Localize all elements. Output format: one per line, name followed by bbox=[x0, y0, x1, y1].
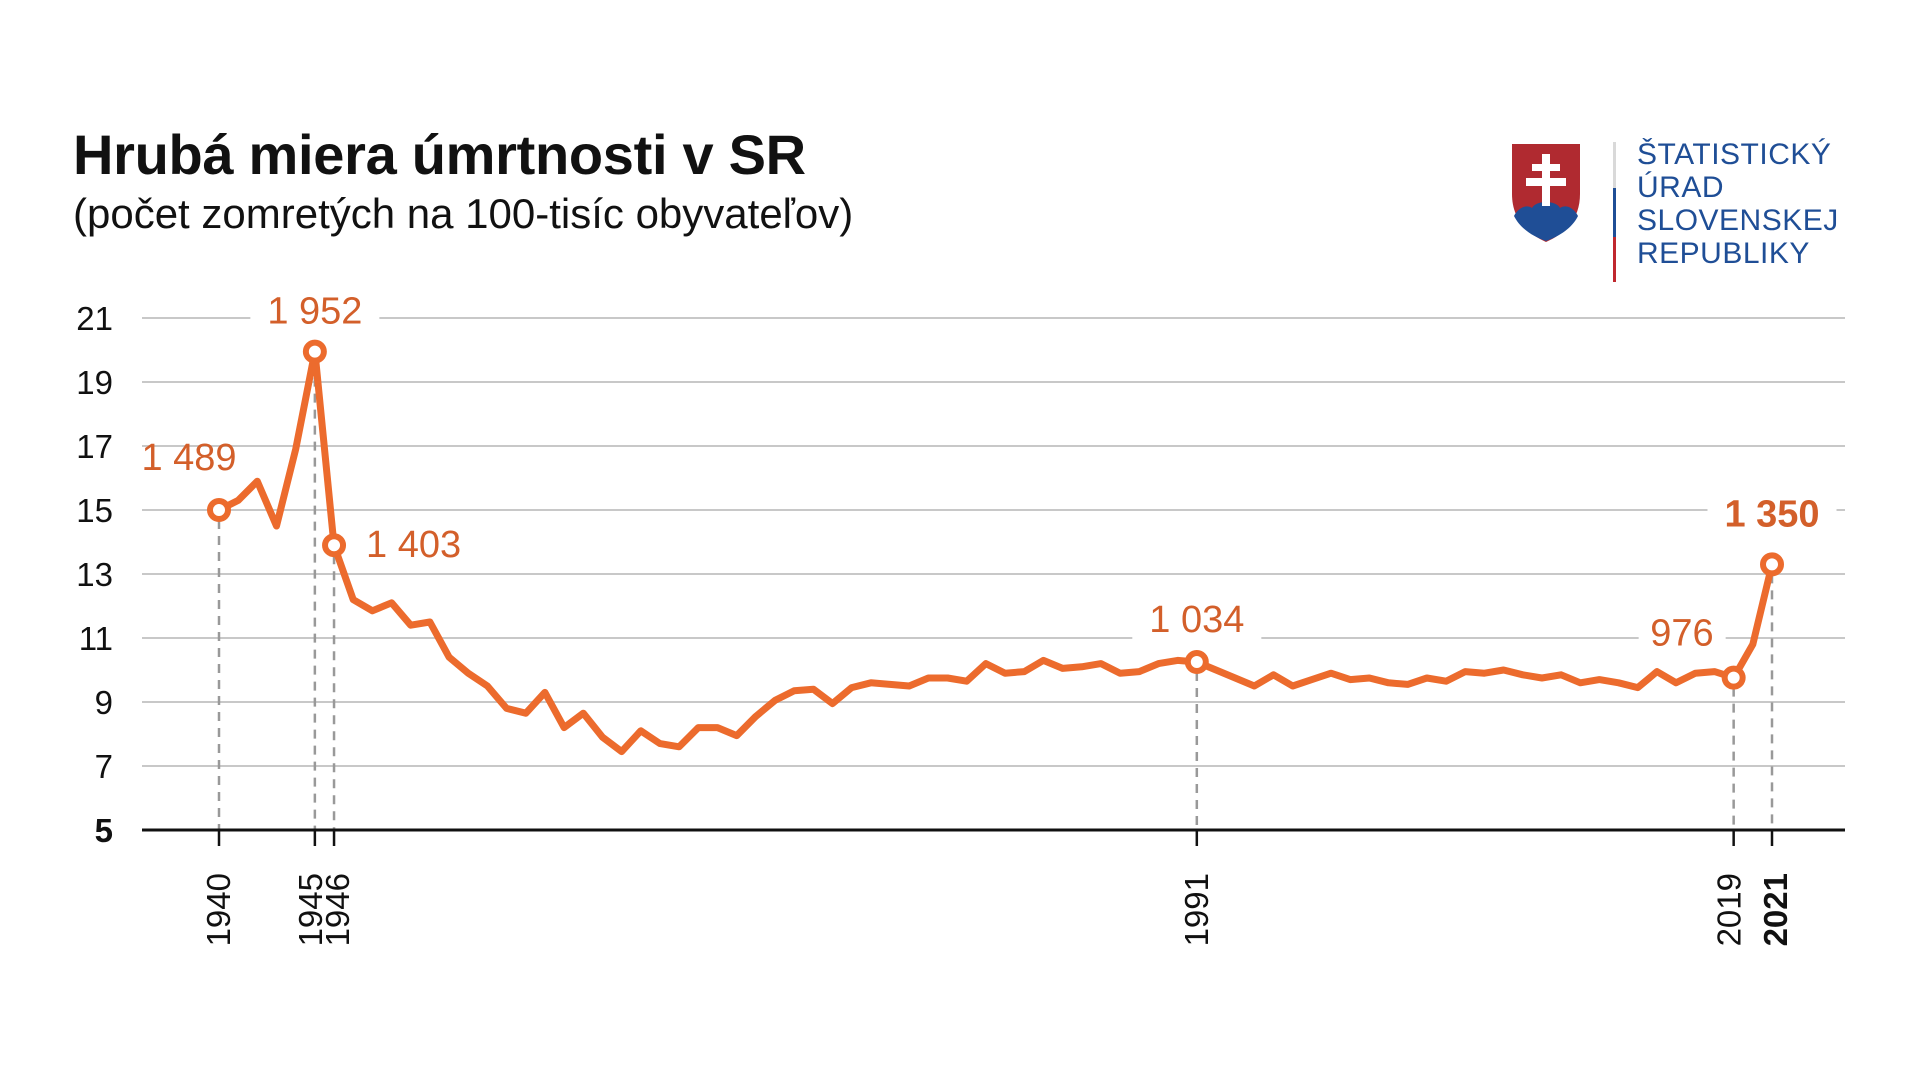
data-point-marker bbox=[322, 533, 347, 558]
annotation-label: 1 403 bbox=[366, 524, 461, 566]
statistical-office-logo: ŠTATISTICKÝ ÚRAD SLOVENSKEJ REPUBLIKY bbox=[1510, 138, 1870, 290]
chart-title: Hrubá miera úmrtnosti v SR bbox=[73, 123, 806, 186]
y-tick-label: 7 bbox=[95, 748, 113, 785]
y-tick-label: 11 bbox=[79, 620, 113, 657]
chart-subtitle: (počet zomretých na 100-tisíc obyvateľov… bbox=[73, 190, 854, 237]
annotation-bg bbox=[1707, 492, 1837, 537]
y-axis: 5 7 9 11 13 15 17 19 21 bbox=[76, 300, 113, 849]
y-tick-label: 21 bbox=[76, 300, 113, 337]
guide-lines bbox=[217, 361, 1774, 830]
x-tick-label: 1991 bbox=[1178, 873, 1215, 946]
annotation-label: 1 489 bbox=[141, 437, 236, 479]
logo-line: SLOVENSKEJ bbox=[1637, 204, 1839, 237]
x-tick-label: 1946 bbox=[319, 873, 356, 946]
data-point-marker bbox=[207, 498, 231, 522]
annotation-bg bbox=[1132, 598, 1262, 642]
x-tick-label: 1945 bbox=[292, 873, 329, 946]
series-line bbox=[215, 348, 1776, 756]
annotation-bg bbox=[1638, 611, 1726, 656]
y-tick-label: 9 bbox=[95, 684, 113, 721]
x-tick-label: 2021 bbox=[1757, 873, 1794, 946]
logo-tricolor-bar bbox=[1613, 142, 1616, 282]
data-point-marker bbox=[302, 339, 327, 364]
annotation-label: 1 952 bbox=[267, 291, 362, 333]
y-tick-label: 13 bbox=[76, 556, 113, 593]
y-tick-label: 5 bbox=[95, 812, 113, 849]
x-tick-label: 1940 bbox=[200, 873, 237, 946]
data-series bbox=[215, 348, 1776, 756]
data-point-marker bbox=[1760, 552, 1784, 577]
logo-text: ŠTATISTICKÝ ÚRAD SLOVENSKEJ REPUBLIKY bbox=[1637, 138, 1839, 270]
annotation-bg bbox=[250, 289, 380, 334]
data-point-marker bbox=[1184, 650, 1209, 674]
y-tick-label: 17 bbox=[76, 428, 113, 465]
slovak-coat-of-arms-icon bbox=[1512, 144, 1580, 242]
annotation-label: 1 350 bbox=[1724, 493, 1819, 535]
y-tick-label: 19 bbox=[76, 364, 113, 401]
logo-line: ÚRAD bbox=[1637, 171, 1725, 204]
x-tick-label: 2019 bbox=[1711, 873, 1748, 946]
logo-line: REPUBLIKY bbox=[1637, 237, 1810, 270]
y-tick-label: 15 bbox=[76, 492, 113, 529]
annotation-label: 976 bbox=[1650, 613, 1713, 655]
annotations: 1 489 1 952 1 403 1 034 976 1 350 bbox=[141, 289, 1837, 690]
gridlines bbox=[142, 317, 1845, 767]
logo-line: ŠTATISTICKÝ bbox=[1637, 138, 1832, 171]
data-point-marker bbox=[1721, 665, 1746, 690]
annotation-label: 1 034 bbox=[1149, 599, 1244, 641]
